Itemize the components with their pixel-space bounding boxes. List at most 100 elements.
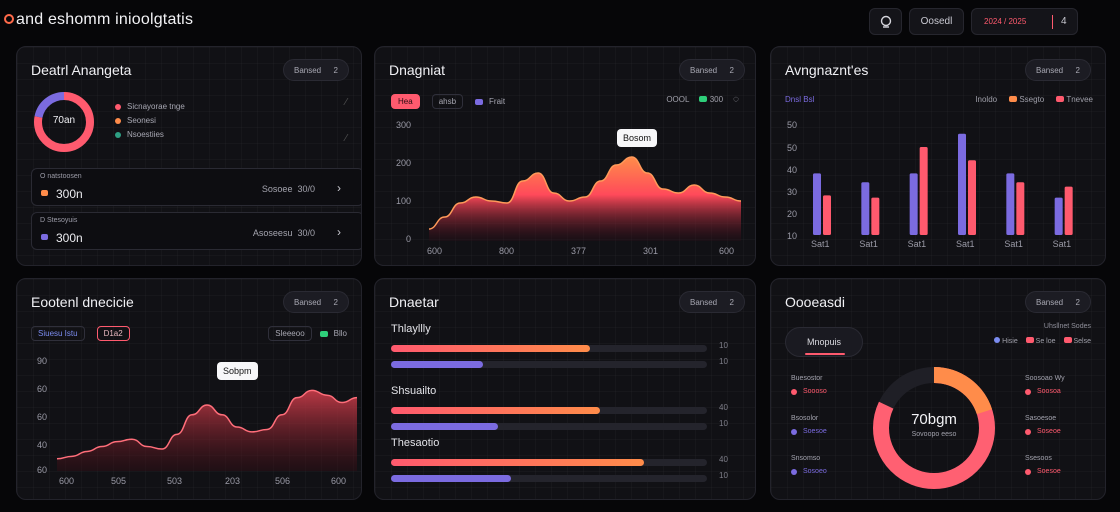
- legend-swatch: [1056, 96, 1065, 102]
- progress-fill-secondary: [391, 475, 512, 482]
- y-tick: 50: [786, 120, 797, 130]
- refresh-icon[interactable]: ◌: [733, 94, 739, 105]
- y-tick: 100: [395, 196, 411, 206]
- analytics-donut-rest: [34, 92, 94, 152]
- area-chart-filter-chip[interactable]: Bansed 2: [679, 59, 745, 81]
- tag-d1a2[interactable]: D1a2: [96, 326, 130, 341]
- legend-300-label: 300: [709, 95, 724, 104]
- legend-bllo: Bllo: [319, 329, 347, 338]
- legend-item-label: Hisie: [1002, 338, 1018, 345]
- bar-tnevee-1[interactable]: [871, 197, 880, 235]
- export-button[interactable]: Oosedl: [909, 8, 964, 35]
- y-tick: 20: [786, 209, 797, 219]
- bar-tnevee-3[interactable]: [968, 160, 976, 235]
- analytics-scroll-icon-2[interactable]: ⁄: [345, 133, 347, 144]
- y-tick: 50: [786, 143, 797, 153]
- bar-x-tick: Sat1: [811, 239, 830, 249]
- tag-issue[interactable]: Siuesu Istu: [31, 326, 85, 341]
- wave-line: [56, 389, 358, 460]
- x-tick: 600: [427, 246, 443, 256]
- bar-tnevee-4[interactable]: [1016, 182, 1025, 235]
- bar-chip-label: Bansed: [1036, 65, 1064, 75]
- donut-pill-label: Mnopuis: [806, 337, 842, 347]
- stat-row[interactable]: O natstoosen 300n Sosoee 30/0 ›: [31, 168, 361, 206]
- wave-chart-filter-chip[interactable]: Bansed 2: [283, 291, 349, 313]
- bar-legend: Inoldo Ssegto Tnevee: [975, 95, 1093, 104]
- x-tick: 600: [719, 246, 735, 256]
- date-range-value: 4: [1061, 16, 1067, 27]
- progress-end-value: 40: [719, 403, 728, 412]
- legend-swatch: [319, 330, 328, 337]
- tag-hea[interactable]: Hea: [391, 94, 420, 109]
- donut-legend-label: Bsosolor: [791, 415, 819, 422]
- bar-tnevee-5[interactable]: [1064, 186, 1073, 235]
- wave-chart-panel: Eootenl dnecicie Bansed 2 Siuesu Istu D1…: [16, 278, 362, 500]
- donut-legend-value-text: Soosoa: [1037, 388, 1061, 395]
- donut-pill[interactable]: Mnopuis: [785, 327, 863, 357]
- bar-chart-plot: [813, 133, 1073, 235]
- wave-chart-tags: Siuesu Istu D1a2: [31, 326, 130, 341]
- legend-item-label: Tnevee: [1066, 95, 1093, 104]
- bar-ssegto-3[interactable]: [958, 133, 966, 235]
- bar-ssegto-5[interactable]: [1054, 197, 1063, 235]
- bar-chip-value: 2: [1075, 65, 1080, 75]
- legend-item-label: Se loe: [1035, 338, 1056, 345]
- analytics-scroll-icon[interactable]: ⁄: [345, 97, 347, 108]
- progress-label: Thesaotio: [391, 437, 440, 449]
- legend-dot: [791, 428, 797, 435]
- x-tick: 301: [643, 246, 659, 256]
- donut-filter-chip[interactable]: Bansed 2: [1025, 291, 1091, 313]
- wave-chart-title: Eootenl dnecicie: [31, 294, 134, 310]
- bar-tnevee-2[interactable]: [919, 147, 928, 235]
- donut-top-legend: Hisie Se loe Selse: [994, 337, 1091, 345]
- bar-tnevee-0[interactable]: [823, 195, 831, 235]
- date-range-divider: [1052, 14, 1053, 29]
- bar-ssegto-4[interactable]: [1006, 173, 1015, 235]
- legend-frait-label: Frait: [489, 97, 506, 106]
- y-tick: 40: [36, 440, 47, 450]
- area-chip-value: 2: [729, 65, 734, 75]
- donut-legend-label: Buesostor: [791, 375, 823, 382]
- progress-filter-chip[interactable]: Bansed 2: [679, 291, 745, 313]
- bar-chart-filter-chip[interactable]: Bansed 2: [1025, 59, 1091, 81]
- donut-legend-value-text: Soooso: [803, 388, 827, 395]
- date-range-selector[interactable]: 2024 / 2025 4: [971, 8, 1078, 35]
- y-tick: 40: [786, 165, 797, 175]
- donut-legend-value: Soseoe: [1025, 428, 1061, 435]
- legend-item: Se loe: [1025, 337, 1056, 345]
- y-tick: 10: [786, 231, 797, 241]
- bar-ssegto-2[interactable]: [909, 173, 918, 235]
- bar-ssegto-1[interactable]: [861, 182, 870, 235]
- area-chart-plot: [428, 156, 742, 241]
- area-chart-panel: Dnagniat Bansed 2 Hea ahsb Frait OOOL 30…: [374, 46, 756, 266]
- chevron-right-icon[interactable]: ›: [337, 225, 341, 239]
- legend-item: Inoldo: [975, 95, 997, 104]
- donut-chip-label: Bansed: [1036, 297, 1064, 307]
- tag-ahsb[interactable]: ahsb: [431, 94, 464, 109]
- analytics-donut: [34, 92, 94, 152]
- chevron-right-icon[interactable]: ›: [337, 181, 341, 195]
- progress-chip-value: 2: [729, 297, 734, 307]
- area-chart-title: Dnagniat: [389, 62, 446, 78]
- donut-legend-value: Soesoe: [791, 428, 827, 435]
- stat-row[interactable]: D Stesoyuis 300n Asoseesu 30/0 ›: [31, 212, 361, 250]
- analytics-chip-label: Bansed: [294, 65, 322, 75]
- donut-legend-value-text: Soesoe: [803, 428, 827, 435]
- analytics-donut-center: 70an: [52, 115, 76, 126]
- analytics-legend-3: Nsoestiies: [115, 130, 164, 139]
- bar-x-tick: Sat1: [1052, 239, 1072, 249]
- wave-chart-callout: Sobpm: [217, 362, 258, 380]
- y-tick: 60: [36, 384, 47, 394]
- legend-label: Nsoestiies: [127, 130, 164, 139]
- tag-sleeeoo[interactable]: Sleeeoo: [268, 326, 312, 341]
- bar-x-tick: Sat1: [859, 239, 878, 249]
- donut-legend-value-text: Sosoeo: [803, 468, 827, 475]
- top-bar: and eshomm inioolgtatis Oosedl 2024 / 20…: [0, 0, 1120, 44]
- area-chart-legend-right: OOOL 300 ◌: [666, 94, 739, 105]
- bar-legend-left: Dnsl Bsl: [785, 95, 814, 104]
- analytics-filter-chip[interactable]: Bansed 2: [283, 59, 349, 81]
- search-button[interactable]: [869, 8, 902, 35]
- legend-item: Selse: [1063, 337, 1091, 345]
- bar-ssegto-0[interactable]: [813, 173, 821, 235]
- legend-swatch: [1063, 337, 1072, 343]
